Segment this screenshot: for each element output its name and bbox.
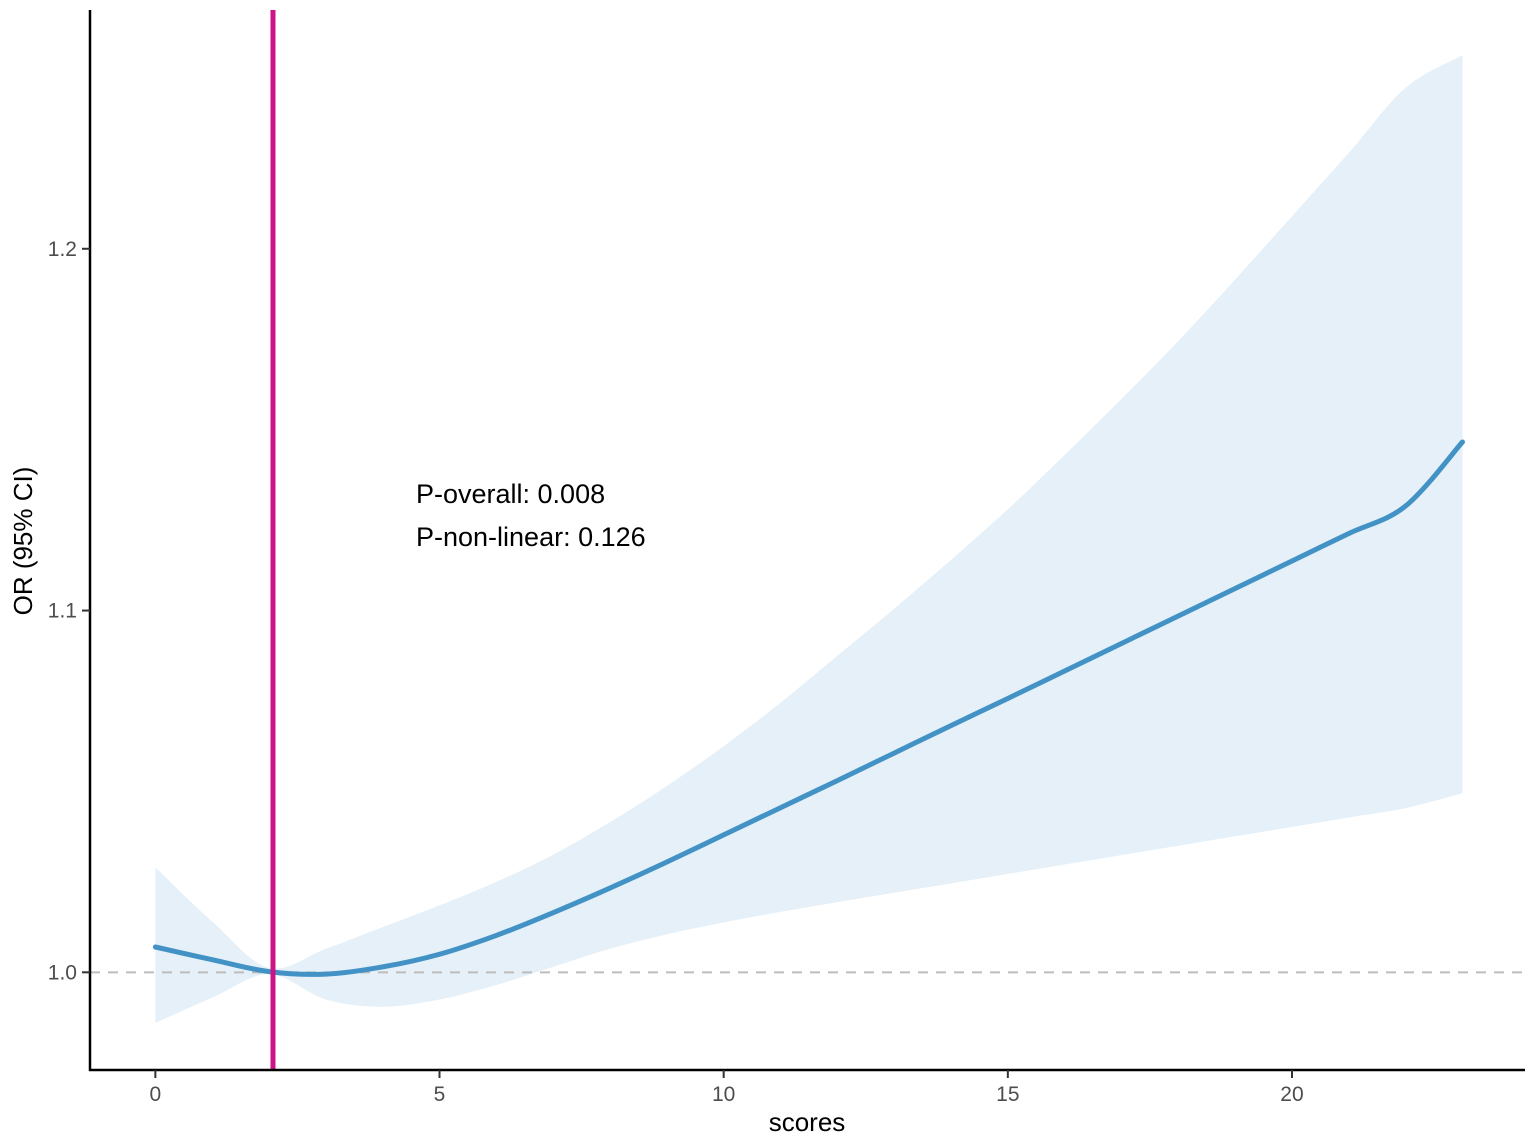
x-tick-label: 5 — [434, 1083, 446, 1106]
y-axis-ticks: 1.0 1.1 1.2 — [48, 238, 90, 984]
y-tick-label: 1.1 — [48, 600, 77, 623]
p-overall-annotation: P-overall: 0.008 — [416, 479, 605, 509]
y-tick-label: 1.2 — [48, 238, 77, 261]
y-axis-title: OR (95% CI) — [8, 467, 38, 616]
x-axis-title: scores — [769, 1107, 846, 1137]
or-curve — [152, 439, 1465, 977]
x-tick-label: 10 — [712, 1083, 735, 1106]
confidence-band — [155, 55, 1463, 1023]
x-tick-label: 20 — [1280, 1083, 1303, 1106]
y-tick-label: 1.0 — [48, 961, 77, 984]
p-nonlinear-annotation: P-non-linear: 0.126 — [416, 522, 646, 552]
x-tick-label: 15 — [996, 1083, 1019, 1106]
x-axis-ticks: 0 5 10 15 20 — [150, 1070, 1304, 1106]
x-tick-label: 0 — [150, 1083, 162, 1106]
